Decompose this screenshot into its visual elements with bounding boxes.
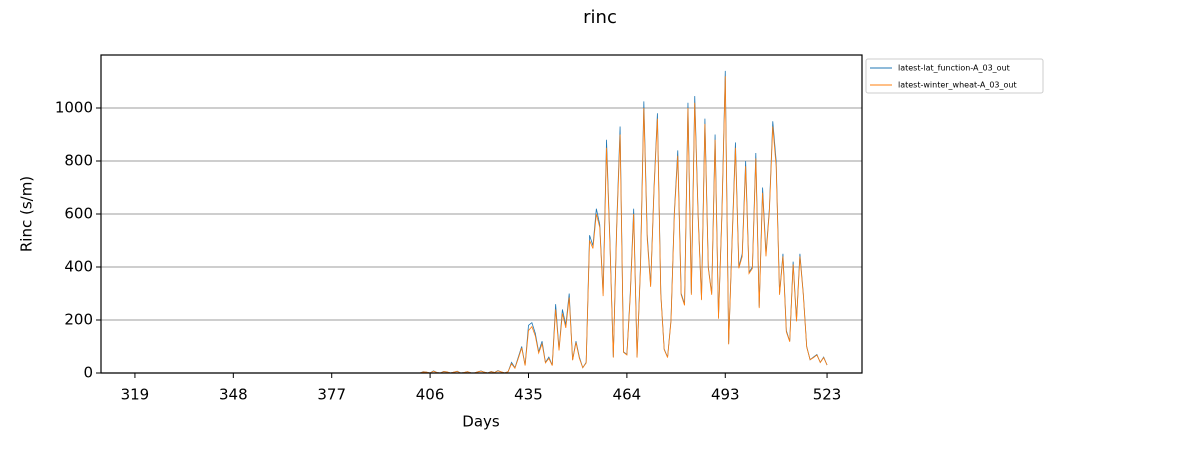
x-axis-label: Days xyxy=(462,413,500,431)
y-axis-label: Rinc (s/m) xyxy=(18,176,36,252)
x-tick-label: 348 xyxy=(219,386,248,404)
y-tick-label: 1000 xyxy=(55,99,93,117)
x-tick-label: 319 xyxy=(121,386,150,404)
x-tick-label: 435 xyxy=(514,386,543,404)
plot-frame xyxy=(100,54,863,374)
y-tick-label: 400 xyxy=(64,258,93,276)
legend-label: latest-lat_function-A_03_out xyxy=(898,64,1010,73)
x-tick-label: 406 xyxy=(416,386,445,404)
x-tick-label: 523 xyxy=(813,386,842,404)
y-tick-label: 200 xyxy=(64,311,93,329)
x-tick-label: 493 xyxy=(711,386,740,404)
legend-box xyxy=(865,58,1044,94)
x-tick-label: 377 xyxy=(317,386,346,404)
y-tick-label: 0 xyxy=(83,364,93,382)
y-tick-label: 800 xyxy=(64,152,93,170)
x-tick-label: 464 xyxy=(613,386,642,404)
legend-label: latest-winter_wheat-A_03_out xyxy=(898,81,1017,90)
y-tick-label: 600 xyxy=(64,205,93,223)
chart-title: rinc xyxy=(583,7,617,28)
